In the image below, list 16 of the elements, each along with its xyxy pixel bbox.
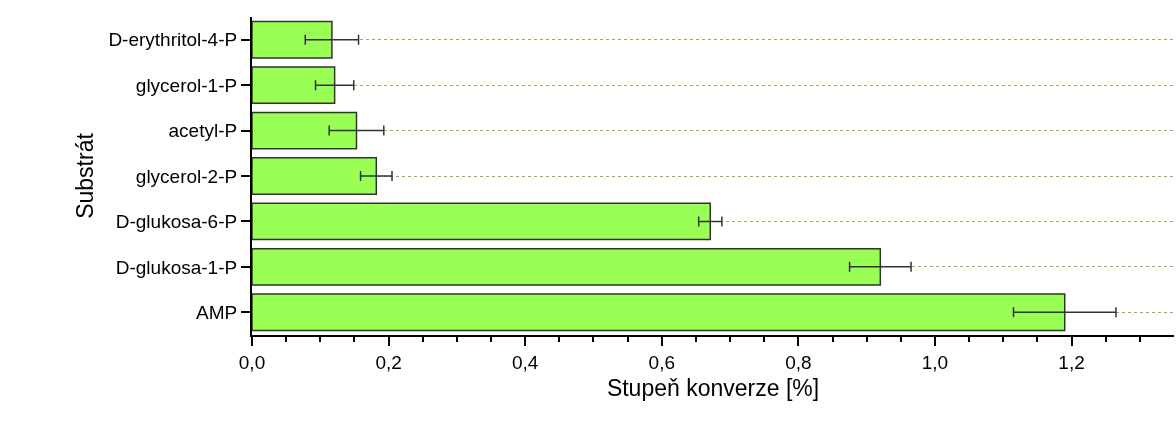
x-tick-label: 0,6 (648, 351, 675, 373)
y-tick-label: D-glukosa-1-P (115, 256, 238, 278)
x-tick-label: 0,0 (238, 351, 266, 373)
y-tick-label: glycerol-2-P (135, 165, 238, 187)
x-tick-label: 1,2 (1058, 351, 1085, 373)
y-tick-label: AMP (196, 301, 238, 323)
y-tick-label: glycerol-1-P (135, 74, 238, 96)
y-tick-label: D-erythritol-4-P (108, 29, 238, 51)
x-tick-label: 0,4 (511, 351, 539, 373)
y-axis-title: Substrát (72, 132, 99, 219)
y-tick-label: D-glukosa-6-P (115, 211, 238, 233)
x-axis-title: Stupeň konverze [%] (606, 374, 820, 401)
y-tick-label: acetyl-P (168, 120, 238, 142)
x-tick-label: 0,2 (375, 351, 402, 373)
x-tick-label: 0,8 (785, 351, 812, 373)
x-tick-label: 1,0 (921, 351, 949, 373)
